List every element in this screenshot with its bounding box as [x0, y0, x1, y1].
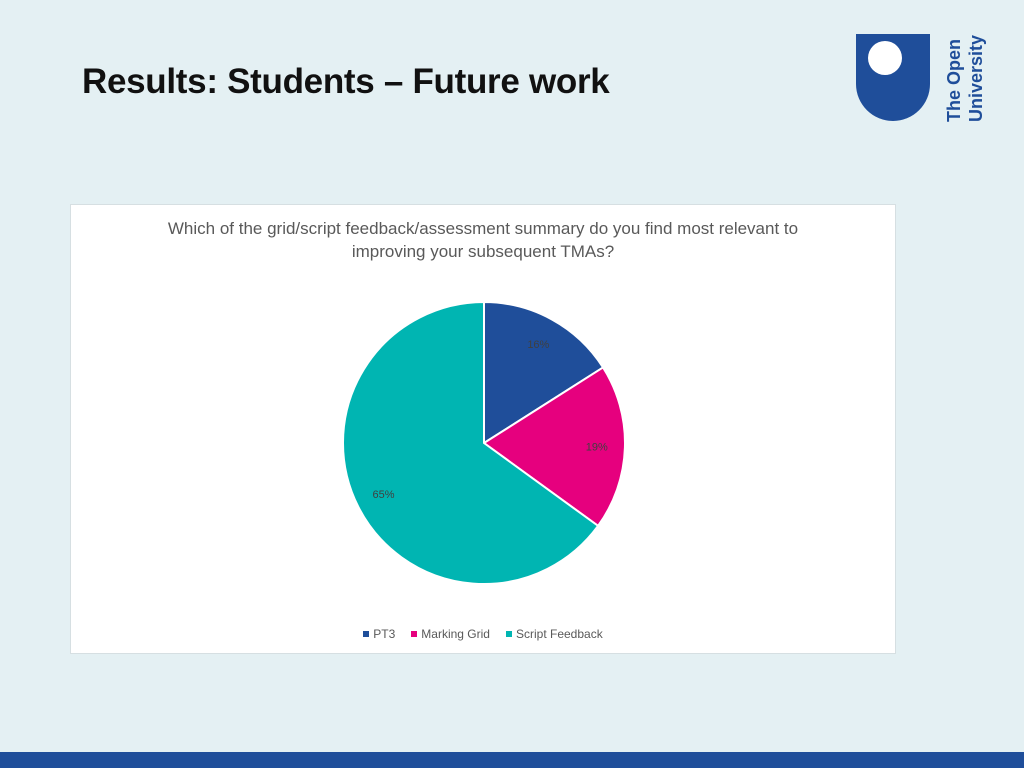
- slide-title: Results: Students – Future work: [82, 62, 610, 101]
- open-university-logo: The Open University: [856, 34, 986, 122]
- legend-swatch: [505, 630, 512, 637]
- chart-title-container: Which of the grid/script feedback/assess…: [71, 217, 895, 263]
- legend-label: PT3: [373, 627, 396, 641]
- pie-slice-pt3: [483, 300, 605, 445]
- logo-circle-icon: [868, 41, 902, 75]
- legend-swatch: [411, 630, 418, 637]
- legend-item: PT3: [363, 627, 395, 641]
- legend-label: Marking Grid: [421, 627, 490, 641]
- pie-data-label: 19%: [586, 442, 608, 454]
- legend-label: Script Feedback: [515, 627, 603, 641]
- pie-chart: 16% 19% 65%: [342, 300, 626, 585]
- logo-text-line1: The Open: [944, 39, 964, 122]
- logo-text-line2: University: [966, 35, 986, 122]
- legend-item: Script Feedback: [505, 627, 603, 641]
- pie-data-label: 65%: [372, 489, 394, 501]
- chart-panel: Which of the grid/script feedback/assess…: [70, 204, 896, 654]
- legend-item: Marking Grid: [411, 627, 490, 641]
- pie-slice-marking-grid: [482, 366, 626, 528]
- bottom-bar: [0, 752, 1024, 768]
- chart-legend: PT3 Marking Grid Script Feedback: [71, 627, 895, 641]
- chart-title: Which of the grid/script feedback/assess…: [167, 219, 799, 261]
- legend-swatch: [363, 630, 370, 637]
- pie-slice-script-feedback: [342, 300, 600, 585]
- pie-data-label: 16%: [527, 339, 549, 351]
